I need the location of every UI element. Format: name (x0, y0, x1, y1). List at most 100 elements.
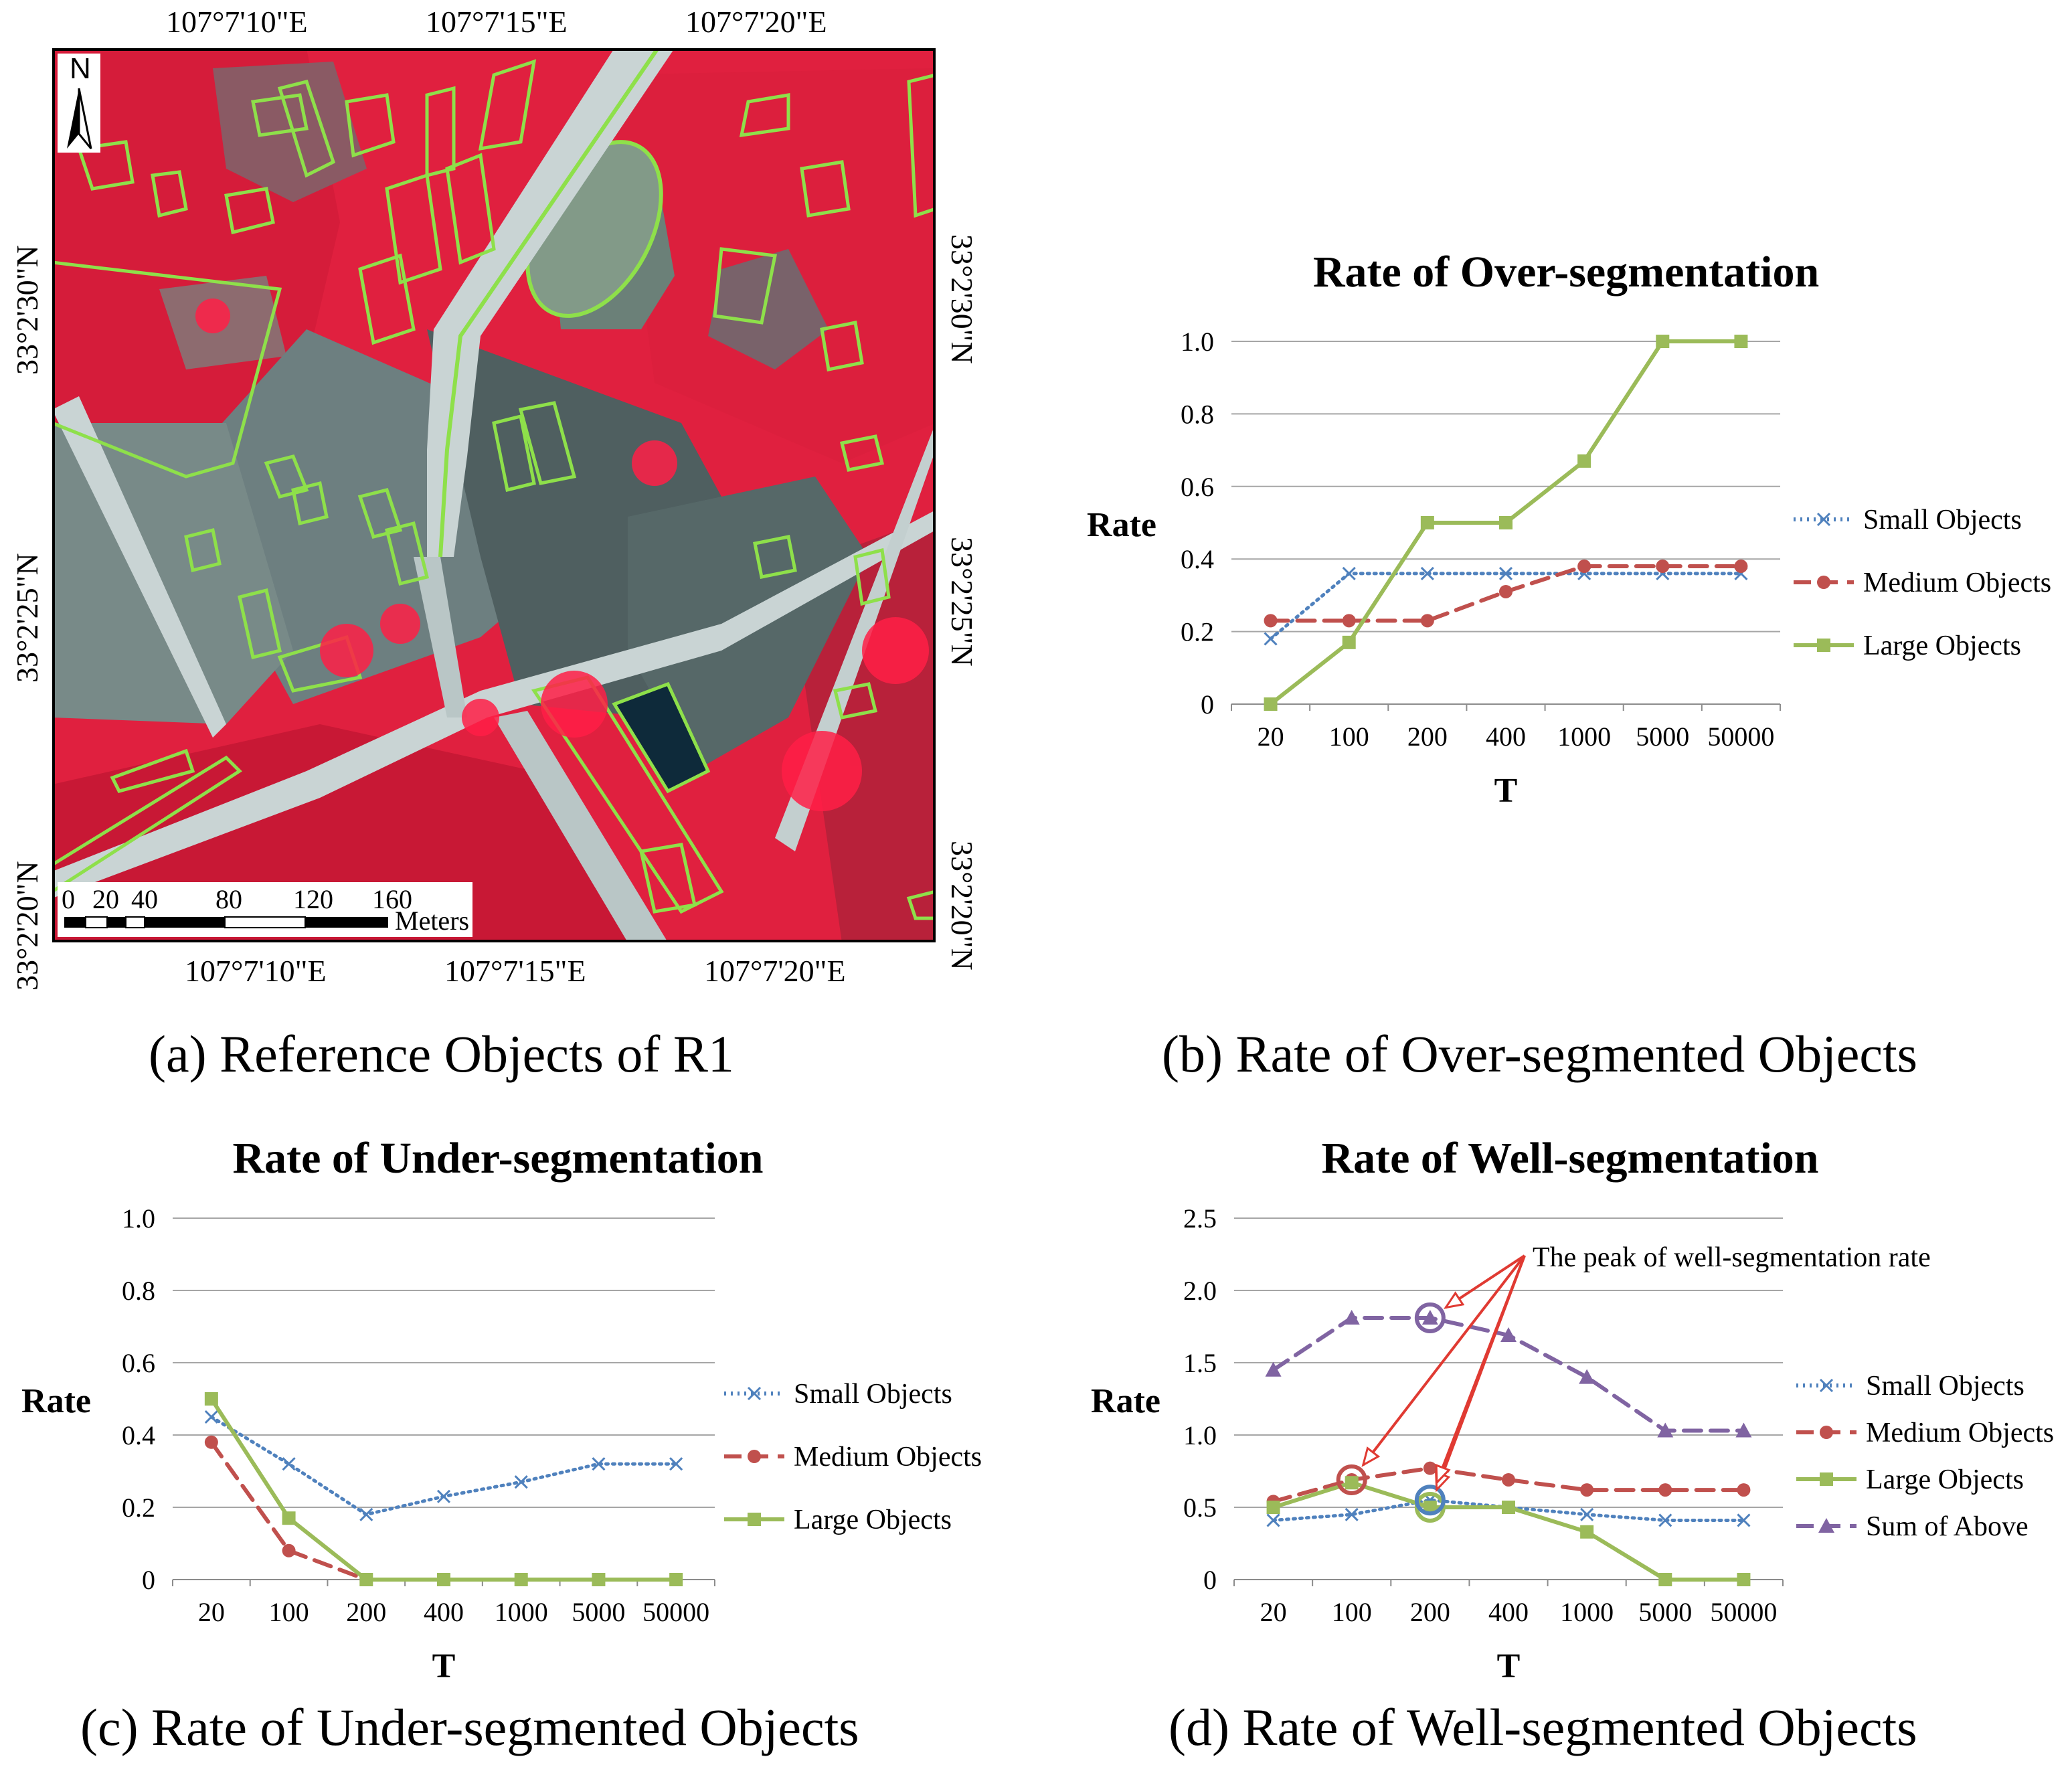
lon-tick-bottom-1: 107°7'10"E (185, 954, 327, 988)
data-point (1342, 566, 1356, 580)
y-tick-label: 0.4 (1181, 544, 1214, 574)
north-arrow-label: N (70, 52, 91, 85)
data-point (1579, 1369, 1595, 1384)
data-point (437, 1573, 450, 1586)
x-tick-label: 1000 (1557, 722, 1611, 752)
data-point (1577, 560, 1591, 574)
caption-d: (d) Rate of Well-segmented Objects (1169, 1698, 1917, 1756)
y-tick-label: 0.2 (1181, 617, 1214, 647)
data-point (204, 1410, 218, 1424)
data-point (1264, 632, 1278, 646)
y-tick-label: 0.8 (1181, 399, 1214, 429)
map-image (52, 48, 936, 942)
data-point (1264, 614, 1278, 628)
y-tick-label: 0.6 (122, 1348, 155, 1378)
data-point (1657, 1422, 1674, 1438)
y-tick-label: 1.0 (122, 1203, 155, 1234)
x-axis-label: T (1497, 1647, 1521, 1685)
scale-label-40: 40 (131, 884, 158, 914)
legend-label: Medium Objects (1866, 1418, 2054, 1448)
lat-tick-right-2: 33°2'25"N (945, 537, 979, 667)
data-point (1502, 1472, 1515, 1487)
series-large-objects (1266, 1476, 1751, 1586)
series-medium-objects (1264, 560, 1748, 628)
series-large-objects (1264, 335, 1748, 711)
data-point (1266, 1501, 1280, 1514)
series-small-objects (204, 1410, 683, 1521)
y-tick-label: 0.2 (122, 1493, 155, 1523)
data-point (1342, 614, 1356, 628)
lat-tick-left-2: 33°2'25"N (10, 553, 44, 683)
caption-a: (a) Reference Objects of R1 (149, 1025, 734, 1083)
x-tick-label: 5000 (1638, 1597, 1692, 1627)
legend-marker (748, 1513, 761, 1526)
caption-b: (b) Rate of Over-segmented Objects (1162, 1025, 1918, 1083)
y-tick-label: 2.5 (1183, 1203, 1217, 1234)
data-point (1500, 1327, 1517, 1342)
peak-arrow (1436, 1255, 1526, 1483)
data-point (1734, 560, 1748, 574)
legend-marker (1820, 1426, 1833, 1439)
peak-arrow (1362, 1254, 1526, 1466)
data-point (1658, 1513, 1672, 1527)
data-point (1345, 1507, 1359, 1521)
x-tick-label: 5000 (572, 1597, 625, 1627)
peak-circle (1336, 1464, 1367, 1495)
y-tick-label: 0 (1201, 689, 1214, 720)
series-sum-of-above (1265, 1310, 1752, 1438)
peak-annotation-text: The peak of well-segmentation rate (1533, 1242, 1931, 1273)
lon-tick-bottom-2: 107°7'15"E (444, 954, 586, 988)
x-tick-label: 1000 (495, 1597, 548, 1627)
data-point (1499, 516, 1513, 529)
x-tick-label: 50000 (1710, 1597, 1777, 1627)
data-point (1423, 1461, 1437, 1475)
peak-annotation (1336, 1254, 1526, 1523)
y-tick-label: 0.6 (1181, 472, 1214, 502)
x-tick-label: 400 (424, 1597, 464, 1627)
lon-tick-bottom-3: 107°7'20"E (704, 954, 846, 988)
x-tick-label: 20 (198, 1597, 225, 1627)
y-tick-label: 1.5 (1183, 1348, 1217, 1378)
data-point (1264, 697, 1278, 711)
x-tick-label: 400 (1486, 722, 1526, 752)
data-point (1266, 1513, 1280, 1527)
reference-objects-map: N 0 20 40 80 120 160 Meters (52, 48, 936, 942)
legend-marker (1817, 576, 1830, 589)
y-axis-label: Rate (1087, 506, 1156, 544)
data-point (282, 1511, 296, 1525)
scale-label-160: 160 (372, 884, 412, 914)
series-line (209, 1397, 679, 1582)
scale-label-20: 20 (92, 884, 119, 914)
data-point (436, 1489, 451, 1503)
data-point (204, 1392, 218, 1406)
data-point (359, 1573, 373, 1586)
data-point (1343, 1310, 1360, 1325)
y-tick-label: 1.0 (1183, 1420, 1217, 1450)
caption-c: (c) Rate of Under-segmented Objects (80, 1698, 859, 1756)
x-tick-label: 100 (1329, 722, 1369, 752)
series-line (1269, 572, 1743, 641)
legend-label: Small Objects (1863, 505, 2022, 535)
chart-title: Rate of Over-segmentation (1313, 248, 1819, 297)
data-point (1734, 335, 1748, 348)
legend-marker (1820, 1472, 1833, 1486)
legend-marker (1818, 1518, 1834, 1533)
data-point (282, 1457, 296, 1471)
y-tick-label: 0 (1203, 1565, 1217, 1595)
data-point (592, 1573, 606, 1586)
data-point (1735, 1422, 1752, 1438)
legend-label: Large Objects (1863, 630, 2021, 661)
data-point (1342, 635, 1356, 649)
y-tick-label: 0.8 (122, 1276, 155, 1306)
legend-marker (1817, 639, 1830, 652)
data-point (1737, 1513, 1751, 1527)
lat-tick-right-3: 33°2'20"N (945, 841, 979, 971)
data-point (282, 1543, 296, 1557)
legend-label: Sum of Above (1866, 1511, 2028, 1542)
chart-title: Rate of Under-segmentation (232, 1134, 763, 1183)
data-point (1420, 614, 1434, 628)
legend-label: Small Objects (1866, 1371, 2024, 1402)
peak-circle (1414, 1302, 1446, 1334)
y-tick-label: 0.4 (122, 1420, 155, 1450)
data-point (1423, 1501, 1437, 1514)
